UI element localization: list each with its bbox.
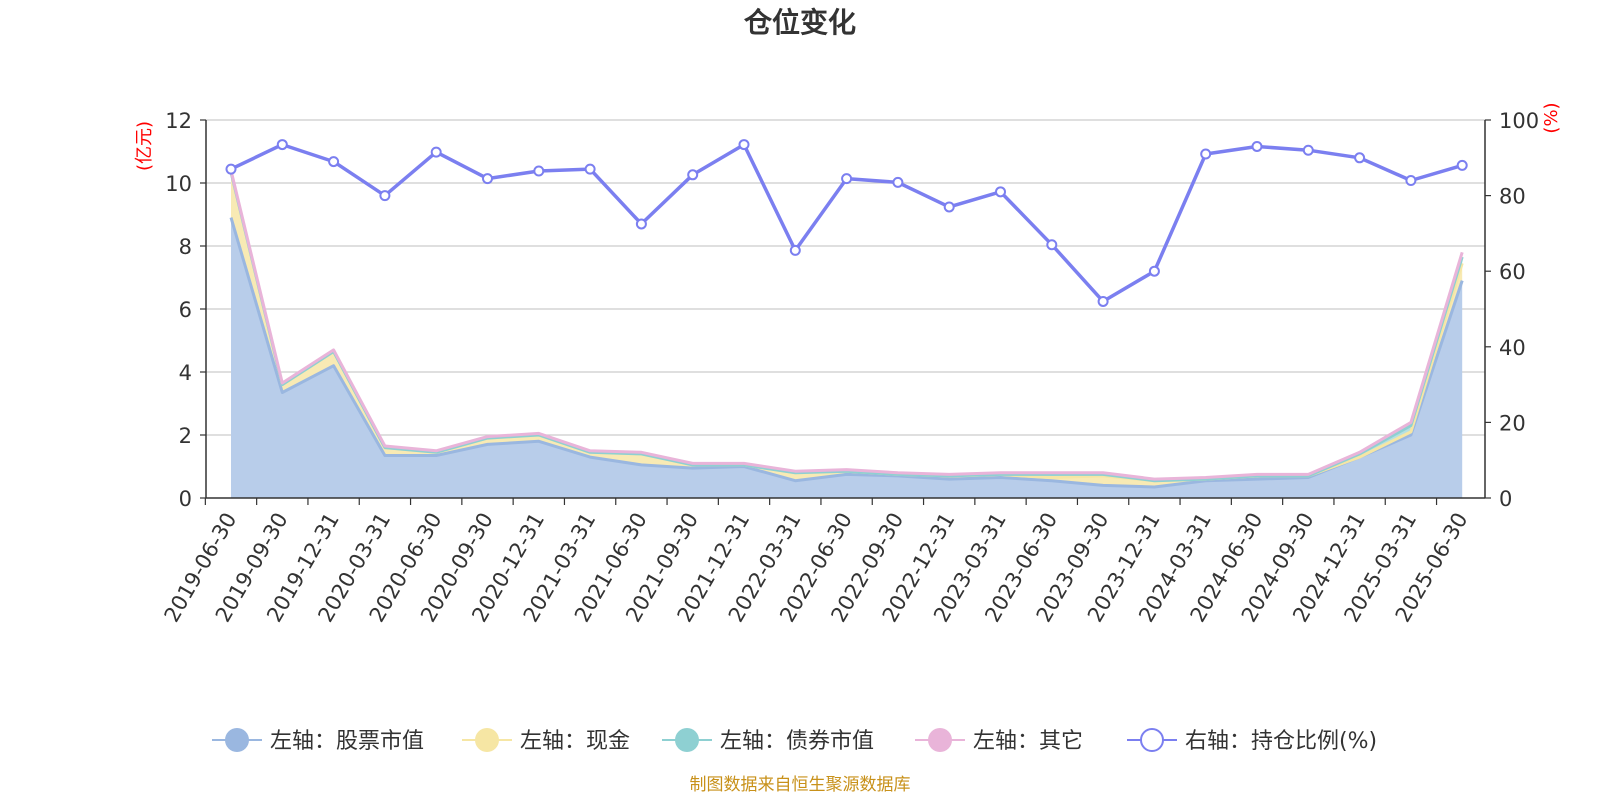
chart-title: 仓位变化 bbox=[744, 6, 856, 39]
legend-label: 左轴：债券市值 bbox=[720, 729, 874, 754]
legend: 左轴：股票市值 左轴：现金 左轴：债券市值 左轴：其它 右轴：持仓比例(%) bbox=[212, 728, 1377, 754]
ratio-point bbox=[1097, 295, 1109, 307]
ratio-point bbox=[225, 163, 237, 175]
ratio-point bbox=[1302, 144, 1314, 156]
stacked-areas bbox=[229, 170, 1464, 498]
ratio-point bbox=[789, 244, 801, 256]
area-edge-左轴：股票市值 bbox=[229, 217, 1464, 489]
ratio-point bbox=[635, 218, 647, 230]
right-axis-tick-label: 0 bbox=[1499, 487, 1512, 511]
ratio-line-series bbox=[225, 139, 1468, 307]
ratio-point bbox=[995, 186, 1006, 198]
ratio-point bbox=[1405, 174, 1417, 186]
gridlines bbox=[206, 119, 1485, 436]
ratio-point bbox=[738, 139, 750, 151]
ratio-point bbox=[1148, 265, 1160, 277]
legend-dot-marker bbox=[675, 728, 699, 752]
left-axis-tick-label: 2 bbox=[179, 424, 192, 448]
right-axis-tick-label: 60 bbox=[1499, 260, 1526, 284]
ratio-point bbox=[276, 139, 288, 151]
legend-dot-marker bbox=[225, 728, 249, 752]
ratio-line bbox=[230, 142, 1463, 304]
ratio-point bbox=[584, 163, 596, 175]
area-edge-左轴：其它 bbox=[229, 170, 1464, 481]
right-axis-tick-label: 80 bbox=[1499, 185, 1526, 209]
ratio-point bbox=[892, 176, 904, 188]
area-左轴：其它 bbox=[231, 170, 1463, 481]
ratio-point bbox=[687, 169, 699, 181]
legend-dot-marker bbox=[928, 728, 952, 752]
ratio-point bbox=[841, 173, 853, 185]
source-note: 制图数据来自恒生聚源数据库 bbox=[690, 775, 911, 795]
area-edge-左轴：现金 bbox=[229, 171, 1464, 483]
ratio-point bbox=[1354, 152, 1366, 164]
area-左轴：债券市值 bbox=[231, 172, 1463, 481]
ratio-point bbox=[430, 146, 442, 158]
left-axis-tick-label: 10 bbox=[165, 172, 192, 196]
left-axis-tick-label: 0 bbox=[179, 487, 192, 511]
right-axis-unit: (%) bbox=[1541, 102, 1562, 133]
legend-label: 左轴：现金 bbox=[520, 729, 630, 754]
ratio-point bbox=[1456, 159, 1468, 171]
ratio-point bbox=[943, 201, 955, 213]
area-左轴：股票市值 bbox=[231, 217, 1463, 498]
area-edge-左轴：债券市值 bbox=[229, 171, 1464, 483]
right-axis-tick-label: 100 bbox=[1499, 109, 1539, 133]
right-axis-tick-label: 40 bbox=[1499, 336, 1526, 360]
ratio-point bbox=[1251, 140, 1263, 152]
legend-label: 右轴：持仓比例(%) bbox=[1185, 729, 1377, 754]
area-左轴：现金 bbox=[231, 172, 1463, 487]
ratio-point bbox=[1046, 239, 1058, 251]
right-axis-tick-label: 20 bbox=[1499, 411, 1526, 435]
ratio-point bbox=[533, 165, 545, 177]
left-axis-tick-label: 12 bbox=[165, 109, 192, 133]
left-axis-unit: (亿元) bbox=[134, 121, 155, 171]
legend-circle-marker bbox=[1140, 728, 1164, 752]
axes: 0246810120204060801002019-06-302019-09-3… bbox=[160, 109, 1540, 626]
ratio-point bbox=[482, 173, 493, 185]
ratio-point bbox=[1200, 148, 1212, 160]
ratio-point bbox=[379, 190, 391, 202]
legend-dot-marker bbox=[475, 728, 499, 752]
legend-label: 左轴：其它 bbox=[973, 729, 1083, 754]
left-axis-tick-label: 6 bbox=[179, 298, 192, 322]
ratio-point bbox=[328, 156, 340, 168]
left-axis-tick-label: 4 bbox=[179, 361, 192, 385]
legend-label: 左轴：股票市值 bbox=[270, 729, 424, 754]
left-axis-tick-label: 8 bbox=[179, 235, 192, 259]
